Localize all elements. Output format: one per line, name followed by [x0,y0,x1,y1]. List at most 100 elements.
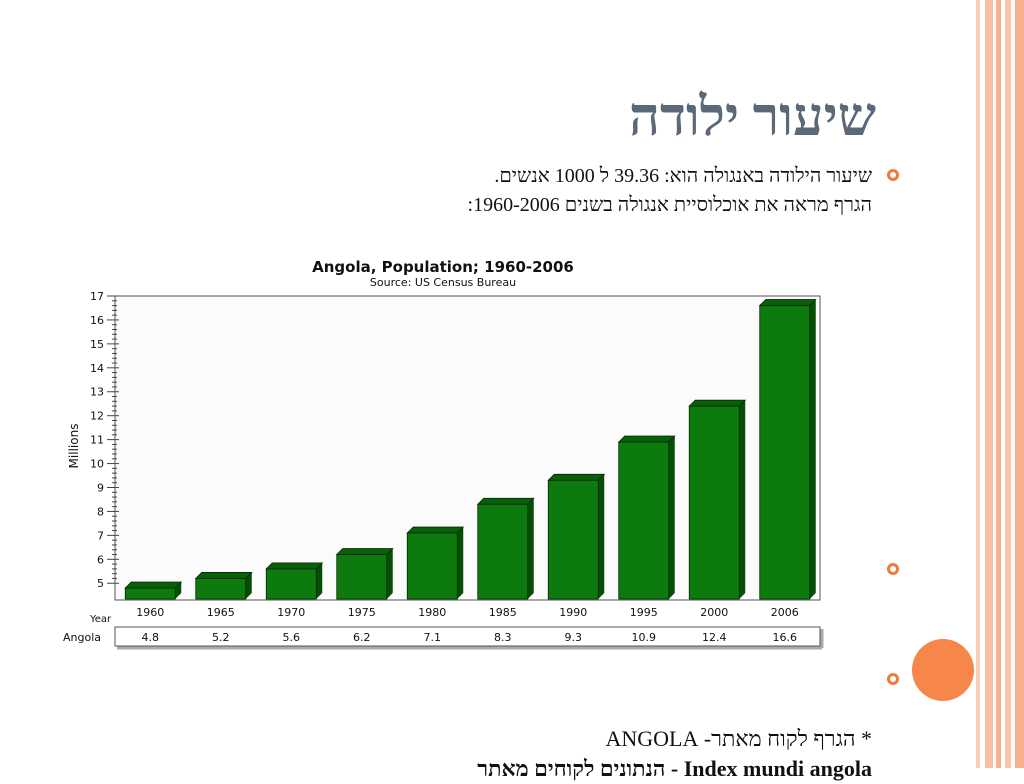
bullet-dot-2 [887,563,899,575]
data-label: 5.2 [212,631,230,644]
x-tick-label: 1975 [348,606,376,619]
footer-line-1: * הגרף לקוח מאתר- ANGOLA [605,726,872,751]
bar-side [386,548,393,599]
bar-front [688,405,740,600]
bar-top [476,497,535,505]
chart-title: Angola, Population; 1960-2006 [312,258,574,276]
data-label: 12.4 [702,631,727,644]
x-tick-label: 1960 [136,606,164,619]
data-label: 5.6 [283,631,301,644]
bar-front [124,587,176,600]
y-tick-label: 12 [90,410,104,423]
y-tick-label: 11 [90,434,104,447]
bar-top [194,572,253,579]
bar [476,497,535,600]
bars [124,299,817,600]
y-tick-label: 8 [97,505,104,518]
bar [194,572,253,600]
bar-side [316,562,323,599]
bar-side [457,526,464,599]
bar-front [477,503,529,600]
plot-area: 5 6 7 8 9 10 11 12 13 14 15 16 17 [90,290,821,601]
bar-top [547,473,606,481]
population-chart: Angola, Population; 1960-2006 Source: US… [63,258,824,650]
bar-front [547,479,599,600]
bar-front [759,305,811,600]
chart-subtitle: Source: US Census Bureau [370,276,516,289]
bar-top [265,562,324,570]
bar [124,581,183,600]
data-label: 8.3 [494,631,512,644]
bar-side [598,474,605,599]
bullet-line-1: שיעור הילודה באנגולה הוא: 39.36 ל 1000 א… [494,165,872,187]
bullet-dot-3 [887,673,899,685]
bar-side [245,572,252,599]
bullet-text: שיעור הילודה באנגולה הוא: 39.36 ל 1000 א… [392,162,872,220]
bar-front [336,554,388,600]
year-labels: 1960 1965 1970 1975 1980 1985 1990 1995 2000 2006 [136,606,799,619]
bar [547,473,606,600]
data-label: 16.6 [773,631,798,644]
bar-side [809,299,816,599]
slide-title: שיעור ילודה [628,87,876,147]
footer-text: * הגרף לקוח מאתר- ANGOLA Index mundi ang… [372,724,872,784]
y-tick-label: 6 [97,553,104,566]
bar [406,526,465,600]
bar [335,548,394,600]
y-tick-label: 7 [97,529,104,542]
value-table-box [114,626,821,647]
data-label: 9.3 [565,631,583,644]
x-tick-label: 2000 [700,606,728,619]
bar [758,299,817,600]
y-axis: 5 6 7 8 9 10 11 12 13 14 15 16 17 [90,290,119,590]
y-tick-label: 16 [90,314,104,327]
edge-stripe-4 [1005,0,1011,768]
bar-top [688,399,747,407]
y-tick-label: 10 [90,458,104,471]
y-tick-label: 5 [97,577,104,590]
bullet-line-2: הגרף מראה את אוכלוסיית אנגולה בשנים 1960… [467,194,872,216]
table-header-year: Year [89,614,112,625]
bar-side [668,436,675,599]
data-label: 10.9 [632,631,657,644]
x-tick-label: 1990 [559,606,587,619]
data-label: 4.8 [142,631,160,644]
bar-front [195,578,247,600]
bar-top [758,299,817,306]
bar-front [618,441,670,600]
bar-top [124,581,183,589]
edge-stripe-3 [996,0,1001,768]
bar-front [406,532,458,600]
edge-stripe-1 [976,0,980,768]
bar-top [335,548,394,555]
x-tick-label: 1980 [418,606,446,619]
y-tick-label: 14 [90,362,104,375]
footer-line-2: Index mundi angola - הנתונים לקוחים מאתר [477,756,872,781]
bar [265,562,324,600]
y-tick-label: 13 [90,386,104,399]
bar-side [527,498,534,599]
x-tick-label: 1970 [277,606,305,619]
table-series-label: Angola [63,631,101,644]
edge-stripe-2 [985,0,993,768]
x-tick-label: 1995 [630,606,658,619]
x-tick-label: 2006 [771,606,799,619]
decorative-circle [912,639,974,701]
bar-side [175,582,182,599]
bar [688,399,747,600]
edge-stripe-5 [1015,0,1024,768]
bar-side [739,400,746,599]
y-tick-label: 17 [90,290,104,303]
bar-front [265,568,317,600]
value-labels: 4.8 5.2 5.6 6.2 7.1 8.3 9.3 10.9 12.4 16.6 [142,631,798,644]
data-label: 6.2 [353,631,371,644]
bar [617,435,676,600]
bar-top [406,526,465,534]
x-tick-label: 1965 [207,606,235,619]
x-tick-label: 1985 [489,606,517,619]
bullet-dot-1 [887,169,899,181]
y-tick-label: 9 [97,481,104,494]
y-axis-label: Millions [67,424,81,469]
y-tick-label: 15 [90,338,104,351]
data-label: 7.1 [424,631,442,644]
